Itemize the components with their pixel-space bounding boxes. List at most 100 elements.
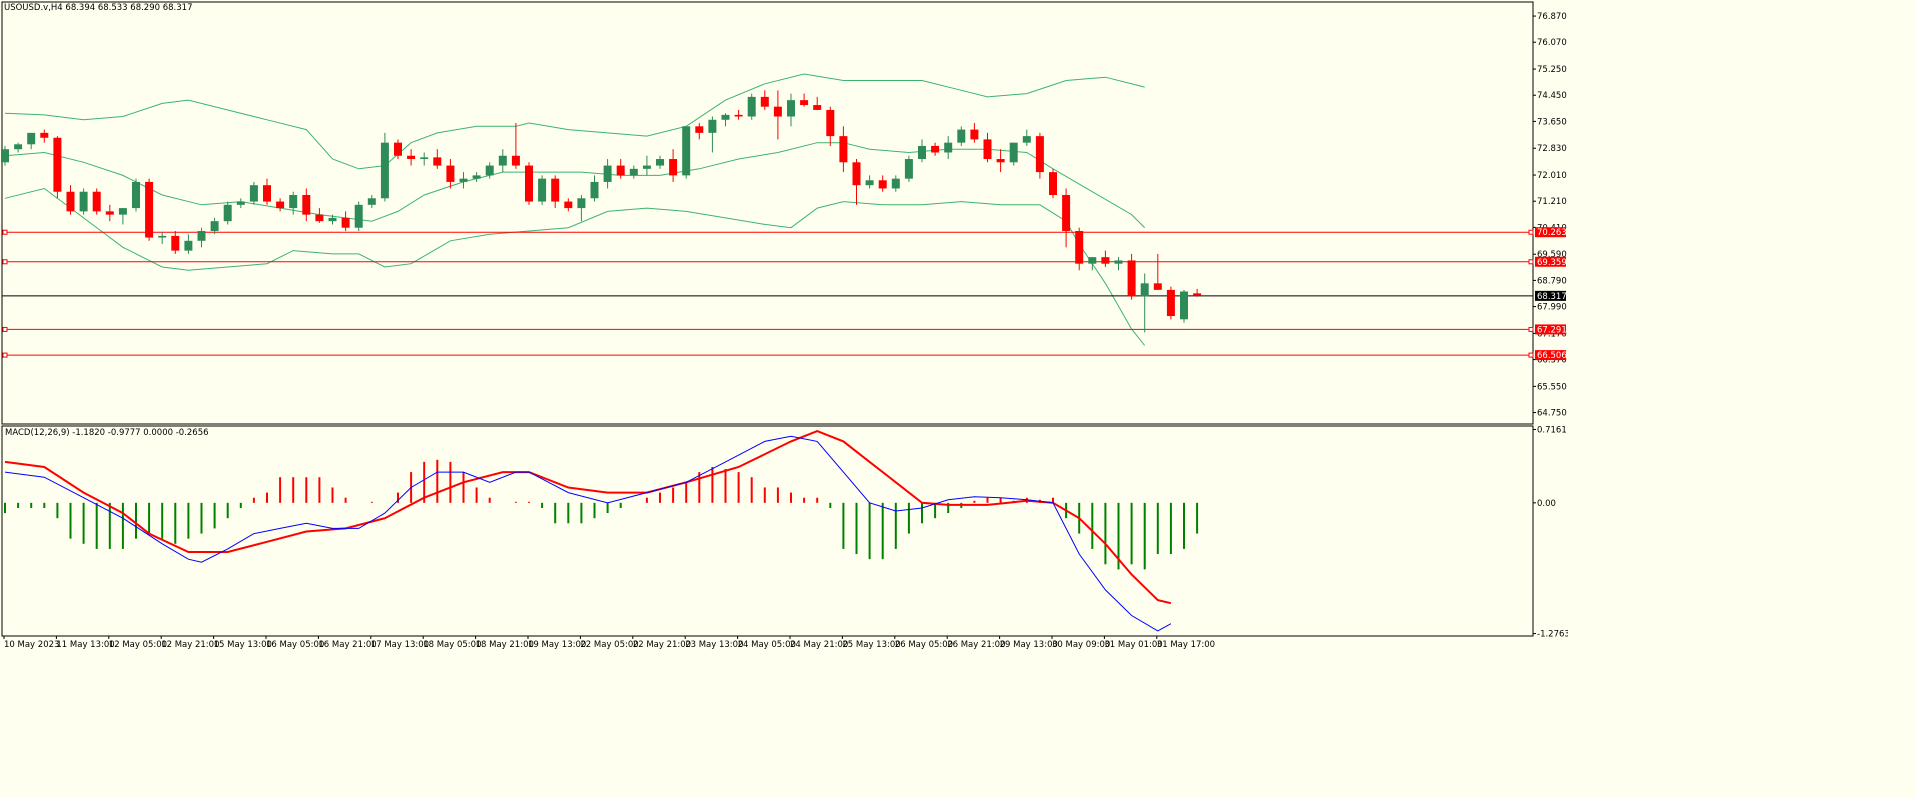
level-handle-left: [2, 326, 8, 332]
candle-bull: [1, 149, 9, 163]
candle-bull: [865, 180, 874, 186]
level-price-tag: [1535, 227, 1566, 238]
time-axis-label: 19 May 13:00: [528, 640, 586, 650]
time-axis-label: 23 May 13:00: [685, 640, 743, 650]
candle-bull: [223, 204, 232, 222]
candle-bear: [407, 155, 416, 160]
candle-bull: [1022, 136, 1031, 143]
candle-bear: [839, 136, 848, 163]
time-axis-label: 25 May 13:00: [842, 640, 900, 650]
candle-bear: [511, 155, 520, 166]
candle-bear: [695, 126, 704, 133]
candle-bull: [721, 114, 730, 120]
candle-bear: [564, 201, 573, 209]
level-price-tag: [1535, 256, 1566, 267]
candle-bear: [66, 191, 75, 212]
candle-bear: [276, 201, 285, 209]
candle-bull: [656, 159, 664, 166]
candle-bull: [210, 221, 219, 231]
candle-bull: [1180, 291, 1188, 320]
candle-bull: [27, 132, 36, 145]
candle-bear: [40, 132, 49, 138]
candle-bull: [682, 126, 691, 176]
candle-bear: [394, 142, 402, 156]
candle-bull: [904, 159, 913, 179]
candle-bear: [996, 159, 1005, 163]
current-price-tag: [1535, 290, 1566, 301]
candle-bear: [1153, 283, 1162, 290]
level-price-tag: [1535, 324, 1566, 335]
macd-header: MACD(12,26,9) -1.1820 -0.9777 0.0000 -0.…: [5, 428, 209, 438]
price-axis-label: 72.010: [1537, 171, 1567, 181]
candle-bull: [184, 240, 193, 251]
candle-bear: [773, 106, 782, 117]
level-handle-left: [2, 259, 8, 265]
candle-bear: [1062, 195, 1071, 231]
candle-bull: [132, 181, 140, 209]
macd-axis-label: -1.2763: [1537, 630, 1568, 640]
candle-bear: [669, 159, 678, 176]
macd-signal-line: [4, 430, 1172, 605]
time-axis-label: 17 May 13:00: [371, 640, 429, 650]
candle-bear: [616, 165, 625, 176]
candle-bull: [289, 195, 298, 209]
candle-bull: [1114, 260, 1123, 264]
macd-axis-label: 0.7161: [1537, 425, 1567, 435]
price-axis-label: 72.830: [1537, 144, 1567, 154]
candle-bull: [1140, 283, 1149, 297]
candle-bull: [249, 185, 258, 202]
price-panel-frame: [1, 1, 1534, 425]
level-handle-left: [2, 229, 8, 235]
price-axis-label: 71.210: [1537, 197, 1567, 207]
price-axis-label: 76.070: [1537, 38, 1567, 48]
candle-bull: [590, 181, 599, 199]
time-axis-label: 22 May 05:00: [580, 640, 638, 650]
candle-bull: [420, 157, 429, 160]
candle-bull: [787, 100, 795, 117]
bollinger-lower-line: [4, 187, 1146, 346]
candle-bear: [852, 162, 861, 186]
level-handle-right: [1528, 259, 1534, 265]
macd-panel-frame: [1, 425, 1534, 637]
price-axis-label: 74.450: [1537, 91, 1567, 101]
time-axis-label: 12 May 21:00: [161, 640, 219, 650]
price-axis-label: 68.790: [1537, 276, 1567, 286]
candle-bull: [577, 198, 586, 209]
candle-bear: [878, 180, 887, 189]
candle-bear: [970, 129, 979, 140]
level-price-label: 70.263: [1537, 228, 1567, 238]
candle-bear: [800, 100, 809, 106]
candle-bear: [813, 105, 822, 110]
macd-axis-label: 0.00: [1537, 499, 1556, 509]
candle-bear: [105, 211, 114, 215]
candle-bear: [446, 165, 455, 182]
current-price-label: 68.317: [1537, 292, 1567, 302]
candle-bear: [53, 137, 62, 192]
candle-bear: [826, 109, 835, 137]
price-axis-label: 69.590: [1537, 250, 1567, 260]
candle-bear: [760, 96, 769, 107]
time-axis-label: 11 May 13:00: [56, 640, 114, 650]
candle-bear: [734, 114, 743, 117]
level-handle-left: [2, 352, 8, 358]
time-axis-label: 24 May 05:00: [738, 640, 796, 650]
chart-canvas[interactable]: 76.870 76.070 75.250 74.450 73.650 72.830 72.0…: [0, 0, 1568, 653]
time-axis-label: 18 May 05:00: [423, 640, 481, 650]
candle-bull: [1009, 142, 1018, 163]
candle-bull: [708, 119, 717, 133]
candle-bull: [485, 165, 494, 176]
candle-bull: [367, 198, 376, 205]
time-axis-label: 16 May 05:00: [266, 640, 324, 650]
candle-bull: [14, 144, 23, 150]
time-axis-label: 24 May 21:00: [790, 640, 848, 650]
candle-bear: [171, 235, 180, 251]
candle-bull: [642, 165, 651, 169]
time-axis-label: 22 May 21:00: [633, 640, 691, 650]
time-axis-label: 31 May 17:00: [1157, 640, 1215, 650]
trading-chart[interactable]: USOUSD.v,H4 68.394 68.533 68.290 68.317 …: [0, 0, 1568, 653]
level-handle-right: [1528, 326, 1534, 332]
candle-bear: [1075, 230, 1084, 264]
time-axis-label: 12 May 05:00: [109, 640, 167, 650]
candle-bull: [1088, 257, 1097, 264]
candle-bear: [145, 181, 154, 238]
